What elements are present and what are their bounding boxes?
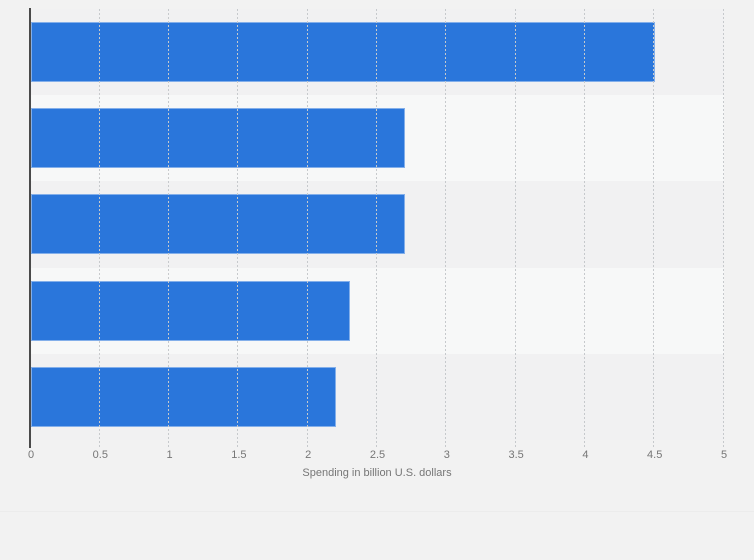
bar[interactable] bbox=[31, 22, 655, 82]
x-tick-label: 0 bbox=[27, 449, 35, 461]
gridline bbox=[722, 9, 724, 447]
chart-row bbox=[30, 181, 724, 268]
gridline bbox=[653, 9, 655, 447]
chart-row bbox=[30, 267, 724, 354]
x-tick-label: 4.5 bbox=[647, 449, 663, 461]
bar[interactable] bbox=[31, 366, 336, 427]
x-axis-title: Spending in billion U.S. dollars bbox=[302, 467, 452, 479]
chart-row bbox=[30, 353, 724, 440]
chart-row bbox=[30, 95, 724, 182]
gridline bbox=[306, 9, 308, 447]
gridline bbox=[168, 9, 170, 447]
y-axis-line bbox=[29, 8, 31, 448]
bar[interactable] bbox=[31, 194, 406, 255]
chart-row bbox=[30, 9, 724, 96]
x-tick-label: 5 bbox=[720, 449, 728, 461]
bar[interactable] bbox=[31, 108, 406, 169]
bar[interactable] bbox=[31, 280, 350, 341]
gridline bbox=[98, 9, 100, 447]
gridline bbox=[445, 9, 447, 447]
gridline bbox=[237, 9, 239, 447]
gridline bbox=[583, 9, 585, 447]
x-tick-label: 2 bbox=[305, 449, 312, 461]
footer-divider bbox=[0, 511, 754, 512]
gridline bbox=[514, 9, 516, 447]
x-tick-label: 1 bbox=[166, 449, 173, 461]
x-tick-label: 4 bbox=[582, 449, 589, 461]
x-tick-label: 3 bbox=[443, 449, 450, 461]
x-tick-label: 2.5 bbox=[369, 449, 386, 461]
gridline bbox=[376, 9, 377, 447]
x-tick-label: 0.5 bbox=[92, 449, 108, 461]
x-tick-label: 3.5 bbox=[508, 449, 524, 461]
x-tick-label: 1.5 bbox=[231, 449, 247, 461]
